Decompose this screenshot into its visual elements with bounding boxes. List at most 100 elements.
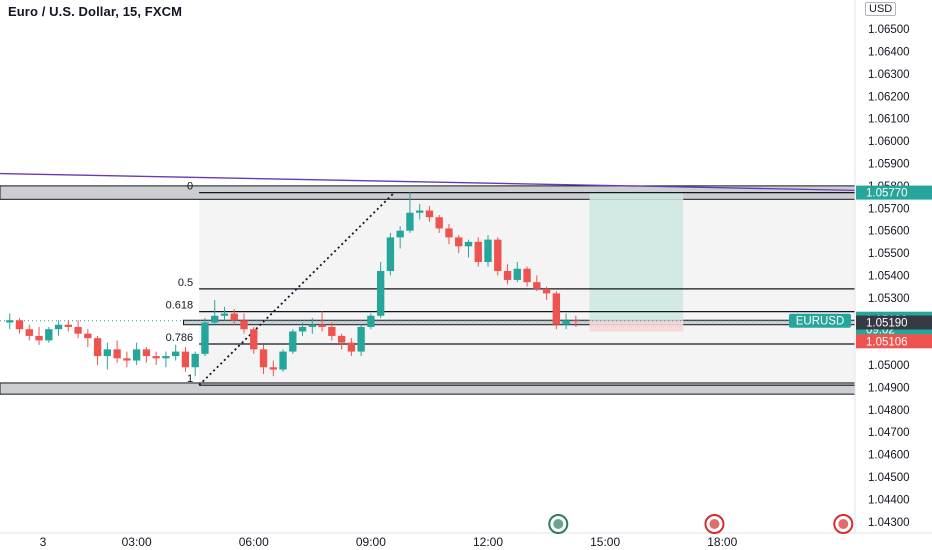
price-tick-label: 1.04900 [868,382,910,394]
time-tick-label: 15:00 [590,535,620,549]
candle-body[interactable] [35,335,43,341]
candle-body[interactable] [172,351,180,357]
price-tick-label: 1.06000 [868,136,910,148]
price-tick-label: 1.04500 [868,472,910,484]
candle-body[interactable] [464,241,473,247]
candle-body[interactable] [64,324,73,327]
price-tick-label: 1.05300 [868,293,910,305]
candle-body[interactable] [474,241,482,263]
candle-body[interactable] [15,320,24,330]
candle-body[interactable] [357,326,365,352]
position-profit-zone[interactable] [589,192,684,321]
candle-body[interactable] [308,324,317,327]
candle-body[interactable] [25,329,33,336]
candle-body[interactable] [113,349,121,359]
stop-price-tag-text: 1.05106 [866,336,908,348]
mid-price-tag-text: 1.05190 [866,317,908,329]
candle-body[interactable] [250,329,258,350]
price-tick-label: 1.04300 [868,517,910,529]
candle-body[interactable] [298,326,307,332]
candle-body[interactable] [318,324,326,327]
event-icon-2-flag [709,519,720,529]
candle-body[interactable] [416,210,424,213]
price-tick-label: 1.04600 [868,450,910,462]
time-tick-label: 03:00 [122,535,152,549]
candle-body[interactable] [425,210,434,218]
candle-body[interactable] [347,342,356,352]
price-tick-label: 1.05900 [868,158,910,170]
candle-body[interactable] [406,212,414,231]
trend-line[interactable] [0,172,856,192]
price-tick-label: 1.06400 [868,47,910,59]
candle-body[interactable] [240,320,248,330]
candle-body[interactable] [396,230,404,238]
candle-body[interactable] [572,320,580,322]
candle-body[interactable] [513,268,521,280]
candle-body[interactable] [93,338,102,357]
candle-body[interactable] [181,351,190,368]
candle-body[interactable] [259,349,268,368]
candle-body[interactable] [435,217,443,229]
candle-body[interactable] [103,349,112,357]
candle-body[interactable] [191,353,199,368]
price-tick-label: 1.04800 [868,405,910,417]
candle-body[interactable] [162,356,170,359]
candle-body[interactable] [54,324,63,330]
candle-body[interactable] [132,349,141,361]
time-tick-label: 09:00 [356,535,386,549]
candle-body[interactable] [542,288,551,294]
event-icon-3-flag [838,519,849,529]
candle-body[interactable] [289,331,297,352]
candle-body[interactable] [494,239,502,271]
position-loss-zone[interactable] [589,320,684,332]
candle-body[interactable] [74,326,82,334]
candle-body[interactable] [84,333,92,339]
fib-label-0.618: 0.618 [166,300,194,312]
price-tick-label: 1.05400 [868,270,910,282]
candle-body[interactable] [6,320,14,323]
candle-body[interactable] [337,335,346,343]
dotted-swing-line[interactable] [198,191,395,386]
candle-body[interactable] [367,315,375,327]
candle-body[interactable] [220,313,229,316]
candle-body[interactable] [503,270,512,280]
price-tick-label: 1.06500 [868,24,910,36]
fib-label-0.5: 0.5 [178,277,193,289]
resistance-price-tag-text: 1.05770 [866,188,908,200]
stop-price-tag[interactable] [856,334,932,349]
candle-body[interactable] [328,326,336,336]
candle-body[interactable] [279,351,287,370]
candle-body[interactable] [386,237,395,271]
candle-body[interactable] [152,356,160,359]
candle-body[interactable] [201,322,209,354]
candle-body[interactable] [211,315,219,323]
candle-body[interactable] [230,313,238,321]
candle-body[interactable] [552,293,561,325]
price-tick-label: 1.04400 [868,494,910,506]
candle-body[interactable] [562,320,570,325]
candle-body[interactable] [484,239,492,263]
price-tick-label: 1.06200 [868,91,910,103]
resistance-price-tag[interactable] [856,185,932,200]
price-tick-label: 1.05500 [868,248,910,260]
candle-body[interactable] [45,329,53,341]
candle-body[interactable] [376,270,385,316]
price-tick-label: 1.04700 [868,427,910,439]
symbol-label-tag[interactable] [789,313,851,328]
candle-body[interactable] [523,268,531,283]
candle-body[interactable] [269,367,277,370]
candle-body[interactable] [445,228,453,238]
time-tick-label: 06:00 [239,535,269,549]
candle-body[interactable] [455,237,463,247]
mid-price-tag[interactable] [856,315,932,330]
time-tick-label: 3 [40,535,47,549]
price-tick-label: 1.05000 [868,360,910,372]
fib-label-0: 0 [187,181,193,193]
candle-body[interactable] [533,282,541,289]
candle-body[interactable] [142,349,151,357]
symbol-title[interactable]: Euro / U.S. Dollar, 15, FXCM [8,4,183,19]
price-tick-label: 1.06300 [868,69,910,81]
candle-body[interactable] [123,358,131,361]
